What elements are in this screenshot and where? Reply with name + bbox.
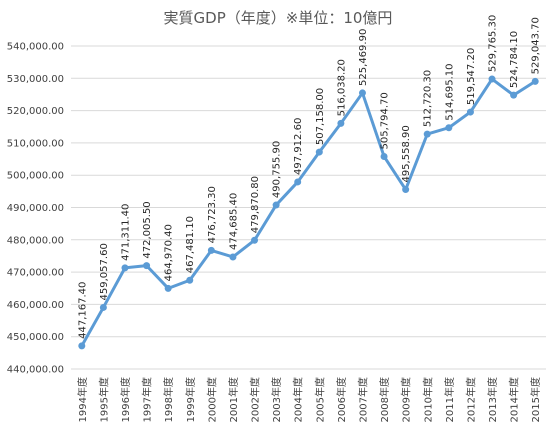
data-point [337,119,345,127]
chart-title: 実質GDP（年度）※単位：10億円 [164,9,393,27]
data-point [121,264,129,272]
x-tick-label: 1999年度 [184,377,197,422]
x-tick-label: 1997年度 [141,377,154,422]
data-point [358,89,366,97]
data-label: 525,469.90 [358,29,369,86]
data-label: 505,794.70 [380,92,391,149]
y-tick-label: 510,000.00 [7,138,64,149]
y-tick-label: 530,000.00 [7,74,64,85]
x-tick-label: 1995年度 [97,377,110,422]
data-points [78,75,539,350]
data-label: 459,057.60 [99,243,110,300]
y-tick-label: 450,000.00 [7,332,64,343]
y-tick-label: 470,000.00 [7,268,64,279]
x-tick-label: 1998年度 [162,377,175,422]
data-label: 524,784.10 [509,31,520,88]
data-point [207,246,215,254]
x-tick-label: 2007年度 [356,377,369,422]
data-point [315,148,323,156]
y-axis-ticks: 440,000.00 450,000.00 460,000.00 470,000.00… [7,42,64,376]
data-label: 474,685.40 [228,193,239,250]
x-tick-label: 2000年度 [205,377,218,422]
x-tick-label: 2015年度 [529,377,542,422]
x-tick-label: 2010年度 [421,377,434,422]
data-label: 472,005.50 [142,201,153,258]
data-point [186,276,194,284]
x-tick-label: 2002年度 [249,377,262,422]
y-tick-label: 520,000.00 [7,106,64,117]
data-point [143,262,151,270]
data-point [229,253,237,261]
y-tick-label: 500,000.00 [7,171,64,182]
data-label: 497,912.60 [293,118,304,175]
series-line-path [80,77,537,347]
x-axis-ticks: 1994年度 1995年度 1996年度 1997年度 1998年度 1999年度 2000… [76,377,542,422]
data-label: 464,970.40 [164,224,175,281]
y-tick-label: 480,000.00 [7,235,64,246]
data-label: 467,481.10 [185,216,196,273]
data-point [445,124,453,132]
data-point [488,75,496,83]
y-tick-label: 490,000.00 [7,203,64,214]
data-label: 476,723.30 [207,186,218,243]
x-tick-label: 1996年度 [119,377,132,422]
data-point [402,186,410,194]
gridlines [71,45,546,370]
data-label: 514,695.10 [444,63,455,120]
x-tick-label: 2008年度 [378,377,391,422]
x-tick-label: 2003年度 [270,377,283,422]
data-label: 495,558.90 [401,125,412,182]
x-tick-label: 2004年度 [292,377,305,422]
x-tick-label: 1994年度 [76,377,89,422]
data-labels: 447,167.40 459,057.60 471,311.40 472,005.50… [77,15,541,339]
data-point [164,284,172,292]
data-label: 471,311.40 [120,204,131,261]
x-tick-label: 2011年度 [443,377,456,422]
data-label: 490,755.90 [272,141,283,198]
data-point [380,152,388,160]
data-label: 512,720.30 [423,70,434,127]
x-tick-label: 2014年度 [508,377,521,422]
x-tick-label: 2009年度 [400,377,413,422]
data-label: 519,547.20 [466,48,477,105]
y-tick-label: 540,000.00 [7,42,64,53]
data-point [423,130,431,138]
x-tick-label: 2006年度 [335,377,348,422]
x-tick-label: 2001年度 [227,377,240,422]
y-tick-label: 440,000.00 [7,365,64,376]
data-label: 479,870.80 [250,176,261,233]
x-tick-label: 2012年度 [464,377,477,422]
data-point [99,303,107,311]
data-label: 529,043.70 [531,17,542,74]
data-label: 529,765.30 [488,15,499,72]
data-point [272,201,280,209]
data-label: 507,158.00 [315,88,326,145]
data-point [466,108,474,116]
x-tick-label: 2013年度 [486,377,499,422]
y-tick-label: 460,000.00 [7,300,64,311]
data-point [294,178,302,186]
x-tick-label: 2005年度 [313,377,326,422]
data-label: 447,167.40 [77,282,88,339]
data-point [510,91,518,99]
data-point [78,342,86,350]
data-point [531,77,539,85]
data-point [251,236,259,244]
data-label: 516,038.20 [336,59,347,116]
series-line [80,77,537,347]
